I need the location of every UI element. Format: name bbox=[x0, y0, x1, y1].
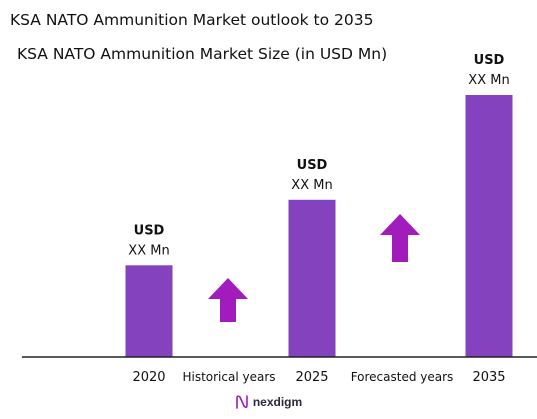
period-label-historical: Historical years bbox=[182, 370, 275, 384]
brand-name: nexdigm bbox=[252, 395, 303, 409]
value-label-currency-2020: USD bbox=[134, 223, 165, 238]
value-label-amount-2020: XX Mn bbox=[128, 243, 169, 258]
value-label-amount-2035: XX Mn bbox=[468, 73, 509, 88]
bar-2020 bbox=[125, 265, 173, 357]
page-title: KSA NATO Ammunition Market outlook to 20… bbox=[10, 11, 374, 29]
value-label-currency-2025: USD bbox=[297, 158, 328, 173]
value-label-currency-2035: USD bbox=[474, 53, 505, 68]
x-tick-label-2020: 2020 bbox=[132, 370, 165, 385]
bar-2025 bbox=[288, 199, 336, 357]
bar-2035 bbox=[465, 95, 513, 357]
nexdigm-logo-icon bbox=[236, 395, 248, 409]
footer-logo: nexdigm bbox=[0, 394, 537, 410]
x-tick-label-2035: 2035 bbox=[472, 370, 505, 385]
x-tick-label-2025: 2025 bbox=[295, 370, 328, 385]
growth-arrow-icon-forecasted bbox=[380, 214, 420, 262]
period-label-forecasted: Forecasted years bbox=[351, 370, 454, 384]
value-label-amount-2025: XX Mn bbox=[291, 178, 332, 193]
growth-arrow-icon-historical bbox=[208, 278, 248, 322]
chart-title: KSA NATO Ammunition Market Size (in USD … bbox=[17, 45, 388, 63]
